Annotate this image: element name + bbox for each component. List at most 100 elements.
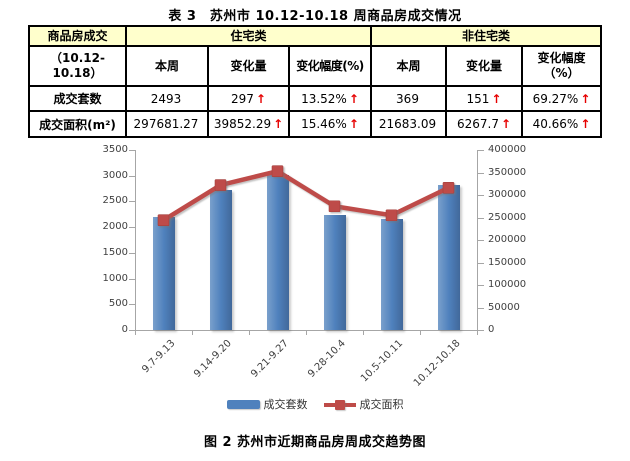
up-arrow-icon: ↑ bbox=[273, 117, 284, 131]
y-axis-tick-right bbox=[478, 307, 484, 309]
y-axis-label-right: 50000 bbox=[488, 301, 520, 313]
table-row: 成交套数 2493 297 ↑ 13.52% ↑ 369 151 ↑ 69.27% ↑ bbox=[28, 85, 602, 112]
legend-label: 成交面积 bbox=[359, 398, 404, 411]
legend-label: 成交套数 bbox=[263, 398, 308, 411]
table-cell: 151 ↑ bbox=[445, 85, 523, 112]
line-marker-9.14-9.20 bbox=[214, 179, 227, 191]
y-axis-label-left: 500 bbox=[108, 298, 128, 310]
y-axis-label-left: 1000 bbox=[102, 272, 128, 284]
table-cell: 69.27% ↑ bbox=[521, 85, 602, 112]
y-axis-tick-right bbox=[478, 285, 484, 286]
table-corner-header: 商品房成交 bbox=[28, 25, 127, 47]
y-axis-label-right: 100000 bbox=[488, 279, 527, 290]
y-axis-tick-right bbox=[478, 330, 484, 331]
y-axis-tick-right bbox=[478, 195, 484, 196]
x-axis-tick bbox=[420, 331, 421, 335]
table-title: 表 3 苏州市 10.12-10.18 周商品房成交情况 bbox=[168, 9, 462, 24]
up-arrow-icon: ↑ bbox=[348, 117, 359, 131]
up-arrow-icon: ↑ bbox=[500, 117, 512, 131]
y-axis-label-left: 2000 bbox=[102, 221, 128, 233]
y-axis-tick-left bbox=[129, 150, 135, 151]
x-axis-tick bbox=[363, 331, 364, 335]
y-axis-tick-right bbox=[478, 172, 484, 174]
col-header: 变化量 bbox=[207, 45, 290, 87]
y-axis-tick-left bbox=[129, 278, 135, 280]
y-axis-tick-left bbox=[129, 227, 135, 229]
bar-9.21-9.27 bbox=[266, 174, 289, 330]
x-axis-tick bbox=[135, 331, 136, 335]
y-axis-tick-left bbox=[129, 252, 135, 254]
up-arrow-icon: ↑ bbox=[491, 91, 502, 106]
x-axis bbox=[135, 330, 478, 331]
y-axis-tick-right bbox=[478, 240, 484, 241]
line-series-swatch-icon bbox=[323, 399, 356, 410]
x-axis-tick bbox=[477, 331, 478, 335]
col-header: 变化幅度(%) bbox=[288, 45, 372, 87]
table-cell: 369 bbox=[370, 85, 447, 112]
x-axis-label: 10.12-10.18 bbox=[411, 338, 463, 389]
y-axis-label-right: 200000 bbox=[488, 234, 527, 245]
col-header: 本周 bbox=[125, 45, 209, 87]
y-axis-tick-right bbox=[478, 262, 484, 264]
bar-10.12-10.18 bbox=[437, 184, 460, 330]
y-axis-tick-right bbox=[478, 150, 484, 151]
group-header-nonresidential: 非住宅类 bbox=[370, 25, 602, 47]
y-axis-label-left: 3500 bbox=[102, 144, 128, 155]
legend-item-line-series: 成交面积 bbox=[323, 396, 404, 412]
y-axis-tick-left bbox=[129, 304, 135, 306]
line-series-path bbox=[162, 168, 450, 223]
chart-legend: 成交套数 成交面积 bbox=[0, 396, 630, 412]
y-axis-label-right: 300000 bbox=[488, 189, 527, 200]
y-axis-label-right: 250000 bbox=[488, 211, 527, 223]
table-cell: 6267.7 ↑ bbox=[445, 110, 523, 138]
table-cell: 15.46% ↑ bbox=[288, 110, 372, 138]
x-axis-tick bbox=[306, 331, 307, 335]
table-cell: 13.52% ↑ bbox=[288, 85, 372, 112]
table-cell: 297 ↑ bbox=[207, 85, 290, 112]
table-cell: 40.66% ↑ bbox=[521, 110, 602, 138]
x-axis-label: 9.14-9.20 bbox=[192, 338, 235, 380]
table-cell: 21683.09 bbox=[370, 110, 447, 138]
y-axis-left bbox=[135, 150, 136, 331]
legend-item-bar-series: 成交套数 bbox=[226, 396, 308, 412]
y-axis-label-right: 0 bbox=[488, 324, 495, 335]
x-axis-label: 9.28-10.4 bbox=[306, 338, 349, 380]
y-axis-label-right: 150000 bbox=[488, 256, 527, 268]
y-axis-tick-right bbox=[478, 217, 484, 219]
y-axis-tick-left bbox=[129, 175, 135, 177]
figure-caption: 图 2 苏州市近期商品房周成交趋势图 bbox=[203, 435, 427, 450]
col-header: 变化量 bbox=[445, 45, 523, 87]
x-axis-tick bbox=[192, 331, 193, 335]
bar-9.28-10.4 bbox=[323, 215, 346, 330]
up-arrow-icon: ↑ bbox=[255, 91, 266, 106]
table-cell: 39852.29 ↑ bbox=[207, 110, 290, 138]
x-axis-tick bbox=[249, 331, 250, 335]
row-label: 成交面积(m²) bbox=[28, 110, 127, 138]
y-axis-label-left: 2500 bbox=[102, 195, 128, 207]
y-axis-label-right: 400000 bbox=[488, 144, 527, 155]
group-header-residential: 住宅类 bbox=[125, 25, 372, 47]
y-axis-label-right: 350000 bbox=[488, 166, 527, 178]
y-axis-label-left: 1500 bbox=[102, 246, 128, 258]
y-axis-label-left: 3000 bbox=[102, 169, 128, 181]
bar-10.5-10.11 bbox=[380, 218, 403, 330]
table-cell: 2493 bbox=[125, 85, 209, 112]
y-axis-label-left: 0 bbox=[121, 324, 128, 335]
x-axis-label: 10.5-10.11 bbox=[358, 338, 406, 385]
table-cell: 297681.27 bbox=[125, 110, 209, 138]
up-arrow-icon: ↑ bbox=[348, 91, 359, 106]
table-corner-subheader: （10.12-10.18） bbox=[28, 45, 127, 87]
up-arrow-icon: ↑ bbox=[580, 91, 591, 106]
transactions-table: 商品房成交 住宅类 非住宅类 （10.12-10.18） 本周 变化量 变化幅度… bbox=[28, 25, 602, 138]
y-axis-right bbox=[477, 150, 478, 331]
bar-9.14-9.20 bbox=[209, 190, 232, 330]
y-axis-tick-left bbox=[129, 201, 135, 203]
row-label: 成交套数 bbox=[28, 85, 127, 112]
table-row: 成交面积(m²) 297681.27 39852.29 ↑ 15.46% ↑ 216… bbox=[28, 110, 602, 138]
up-arrow-icon: ↑ bbox=[580, 117, 591, 131]
x-axis-label: 9.7-9.13 bbox=[139, 338, 178, 376]
line-marker-9.28-10.4 bbox=[328, 200, 341, 213]
col-header: 变化幅度 （%） bbox=[521, 45, 602, 87]
y-axis-tick-left bbox=[129, 330, 135, 331]
